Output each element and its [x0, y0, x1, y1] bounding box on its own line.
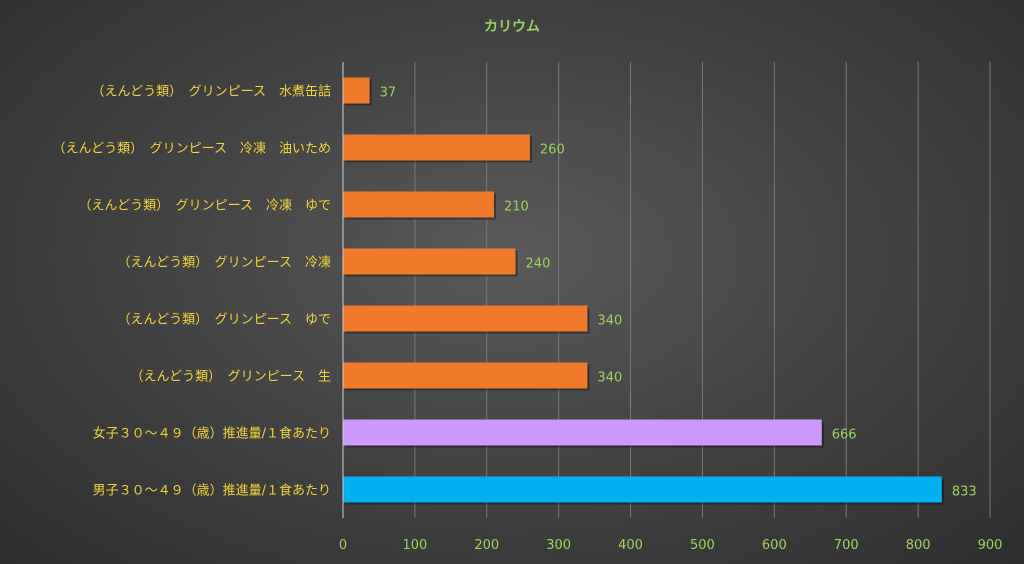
bar-series [343, 77, 944, 505]
bar [343, 248, 516, 275]
x-tick-label: 600 [762, 538, 787, 553]
value-label: 666 [832, 428, 857, 443]
bar [343, 419, 822, 446]
category-label: （えんどう類） グリンピース 冷凍 油いため [53, 141, 331, 157]
value-label: 37 [380, 86, 397, 101]
category-label: （えんどう類） グリンピース 生 [131, 370, 331, 385]
x-tick-label: 900 [978, 538, 1003, 553]
category-label: 女子３０～４９（歳）推進量/１食あたり [93, 426, 331, 442]
value-label: 340 [597, 371, 622, 386]
category-label: （えんどう類） グリンピース 冷凍 [118, 255, 331, 271]
x-tick-label: 300 [546, 538, 571, 553]
gridlines [414, 62, 991, 518]
value-label: 340 [597, 314, 622, 329]
bar [343, 305, 588, 332]
bar [343, 134, 530, 161]
bar [343, 77, 370, 104]
x-tick-label: 700 [834, 538, 859, 553]
x-tick-label: 0 [339, 538, 347, 553]
category-label: （えんどう類） グリンピース ゆで [118, 313, 331, 328]
category-labels: （えんどう類） グリンピース 水煮缶詰 （えんどう類） グリンピース 冷凍 油いた… [53, 84, 331, 499]
value-label: 210 [504, 200, 529, 215]
bar [343, 191, 494, 218]
value-labels: 37 260 210 240 340 340 666 833 [380, 86, 977, 500]
chart-title: カリウム [484, 19, 540, 35]
category-label: （えんどう類） グリンピース 水煮缶詰 [92, 84, 331, 100]
x-tick-label: 500 [690, 538, 715, 553]
value-label: 240 [526, 257, 551, 272]
value-label: 260 [540, 143, 565, 158]
x-tick-label: 200 [474, 538, 499, 553]
bar [343, 476, 942, 503]
value-label: 833 [952, 485, 977, 500]
bar [343, 362, 588, 389]
category-label: （えんどう類） グリンピース 冷凍 ゆで [79, 198, 331, 214]
x-tick-label: 100 [402, 538, 427, 553]
x-tick-label: 800 [906, 538, 931, 553]
category-label: 男子３０～４９（歳）推進量/１食あたり [93, 483, 331, 499]
x-tick-label: 400 [618, 538, 643, 553]
x-axis-tick-labels: 0 100 200 300 400 500 600 700 800 900 [339, 538, 1003, 553]
